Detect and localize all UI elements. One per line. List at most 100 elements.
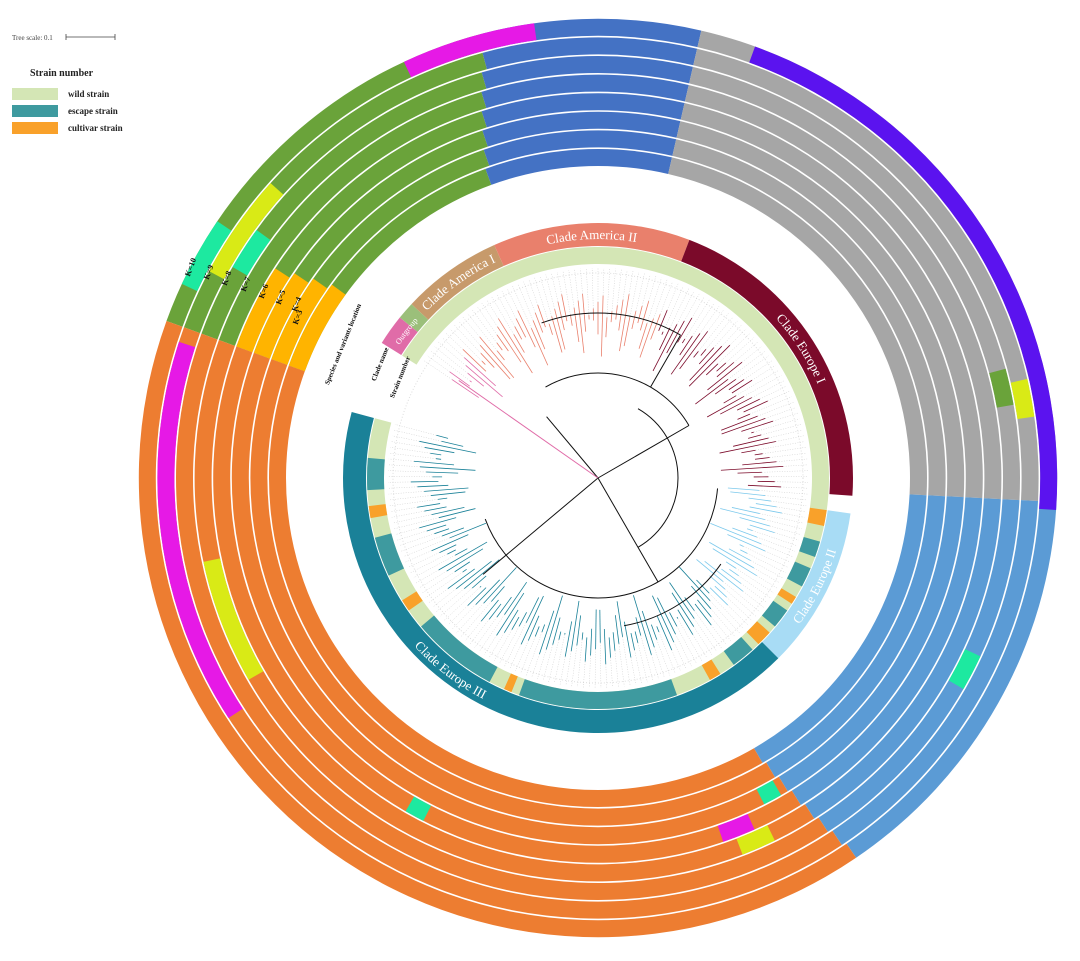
leaf-guide <box>673 642 687 669</box>
leaf-guide <box>430 350 471 381</box>
leaf-guide <box>410 553 448 573</box>
branch <box>608 637 611 658</box>
branch <box>554 308 566 350</box>
branch <box>669 582 695 619</box>
branch <box>614 615 620 644</box>
leaf-guide <box>399 533 435 546</box>
leaf-guide <box>565 651 572 686</box>
leaf-guide <box>667 283 679 311</box>
leaf-guide <box>694 618 717 652</box>
clade-arc <box>545 372 690 426</box>
clade-segment <box>411 245 504 320</box>
branch <box>721 418 766 435</box>
leaf-guide <box>765 407 796 419</box>
strain-segment <box>421 615 498 682</box>
branch <box>671 592 695 627</box>
leaf-guide <box>545 274 555 310</box>
branch <box>417 503 441 508</box>
branch <box>534 626 540 637</box>
legend-label: wild strain <box>68 89 109 99</box>
leaf-guide <box>451 604 476 630</box>
structure-segment <box>680 103 983 499</box>
branch <box>695 379 729 405</box>
branch <box>670 333 701 375</box>
branch <box>639 301 650 331</box>
leaf-guide <box>600 642 602 688</box>
branch <box>650 334 681 388</box>
leaf-guide <box>436 588 465 613</box>
branch <box>434 528 450 535</box>
clade-segment <box>494 223 690 267</box>
branch <box>747 484 782 488</box>
leaf-guide <box>392 435 420 442</box>
structure-segment <box>208 183 284 280</box>
structure-segment <box>805 498 1001 819</box>
structure-segment <box>253 273 309 359</box>
branch <box>638 323 648 349</box>
branch <box>537 304 546 328</box>
branch <box>426 524 447 532</box>
strain-segment <box>701 659 721 681</box>
branch <box>679 335 693 356</box>
branch <box>541 624 546 633</box>
leaf-guide <box>462 317 480 338</box>
structure-segment <box>749 46 1058 511</box>
branch <box>430 491 466 496</box>
leaf-guide <box>517 283 534 321</box>
structure-segment <box>481 74 689 109</box>
leaf-guide <box>761 470 808 473</box>
branch <box>712 548 757 577</box>
leaf-guide <box>729 328 747 346</box>
branch <box>749 506 782 514</box>
leaf-guide <box>405 550 432 563</box>
leaf-guide <box>586 268 590 316</box>
leaf-guide <box>591 268 594 309</box>
branch <box>595 609 597 650</box>
leaf-guide <box>710 608 736 638</box>
leaf-guide <box>389 495 431 501</box>
clade-segment <box>399 304 429 332</box>
branch <box>435 458 442 460</box>
branch <box>657 597 676 635</box>
structure-segment <box>403 23 537 78</box>
leaf-guide <box>713 320 738 348</box>
leaf-guide <box>630 657 637 685</box>
branch <box>694 603 712 626</box>
branch <box>431 534 469 552</box>
leaf-guide <box>710 600 740 634</box>
branch <box>551 316 563 353</box>
branch <box>709 587 729 606</box>
structure-segment <box>236 268 290 353</box>
leaf-guide <box>458 320 481 346</box>
structure-segment <box>684 84 1002 500</box>
branch <box>454 561 471 573</box>
leaf-guide <box>762 447 806 454</box>
branch <box>577 300 585 354</box>
strain-segment <box>761 600 788 627</box>
branch <box>548 323 553 335</box>
leaf-guide <box>390 447 431 454</box>
branch <box>716 362 735 378</box>
branch <box>482 477 599 575</box>
branch <box>447 568 475 589</box>
leaf-guide <box>648 276 657 302</box>
branch <box>727 487 760 491</box>
leaf-guide <box>476 306 498 335</box>
leaf-guide <box>753 418 800 433</box>
leaf-guide <box>554 634 565 684</box>
leaf-guide <box>769 452 807 458</box>
leaf-guide <box>726 596 753 621</box>
tree-scale-label: Tree scale: 0.1 <box>12 34 53 42</box>
branch <box>570 600 580 652</box>
leaf-guide <box>780 486 808 489</box>
leaf-guide <box>594 649 596 688</box>
legend-swatch <box>12 88 58 100</box>
leaf-guide <box>738 575 771 599</box>
clade-arc <box>541 312 681 336</box>
branch <box>454 548 468 556</box>
branch <box>633 595 652 656</box>
structure-segment <box>482 37 698 70</box>
branch <box>659 327 671 351</box>
branch <box>503 609 519 633</box>
leaf-guide <box>520 636 536 674</box>
